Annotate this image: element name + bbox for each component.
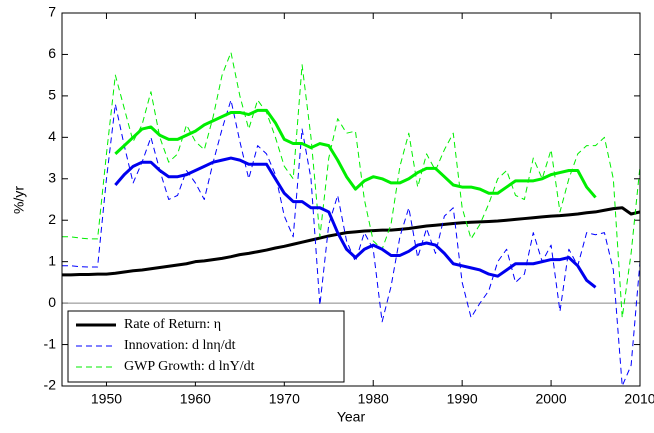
x-tick-label: 2010 <box>624 391 654 407</box>
x-axis-label: Year <box>337 409 366 425</box>
y-tick-label: -2 <box>44 377 57 393</box>
legend-label: Rate of Return: η <box>124 317 221 332</box>
series-line <box>62 206 640 277</box>
plot-frame <box>61 12 641 387</box>
x-tick-label: 1960 <box>180 391 211 407</box>
y-tick-label: -1 <box>44 335 57 351</box>
y-axis-label: %/yr <box>11 186 27 214</box>
legend-label: Innovation: d lnη/dt <box>124 338 236 353</box>
plot-area <box>62 51 640 386</box>
y-tick-label: 2 <box>48 211 56 227</box>
x-tick-label: 2000 <box>535 391 566 407</box>
y-tick-label: 1 <box>48 252 56 268</box>
series-line <box>114 156 597 289</box>
y-tick-label: 3 <box>48 169 56 185</box>
series-line <box>62 51 640 319</box>
y-tick-label: 5 <box>48 87 56 103</box>
x-tick-label: 1990 <box>447 391 478 407</box>
x-tick-label: 1950 <box>91 391 122 407</box>
x-tick-label: 1980 <box>358 391 389 407</box>
x-tick-label: 1970 <box>269 391 300 407</box>
legend-label: GWP Growth: d lnY/dt <box>124 359 255 374</box>
legend-box <box>67 310 345 383</box>
y-tick-label: 4 <box>48 128 56 144</box>
y-tick-label: 0 <box>48 294 56 310</box>
y-tick-label: 7 <box>48 4 56 20</box>
y-tick-label: 6 <box>48 45 56 61</box>
series-line <box>114 108 597 199</box>
